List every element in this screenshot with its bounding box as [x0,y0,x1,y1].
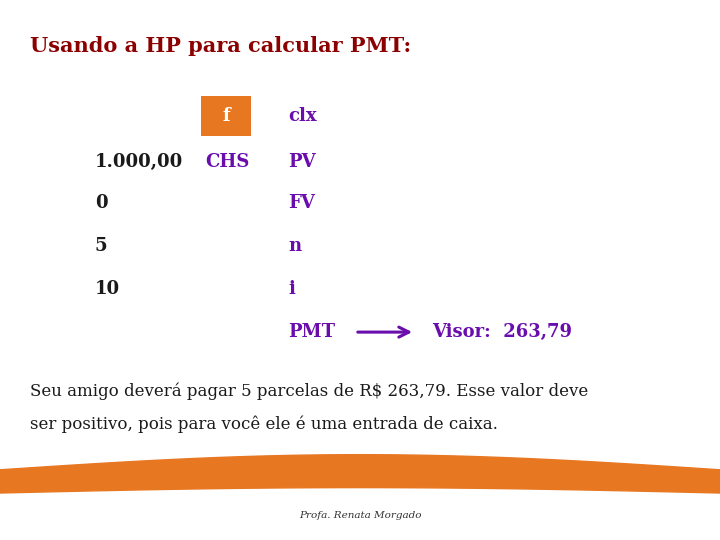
Text: 0: 0 [95,193,107,212]
Text: n: n [288,237,301,255]
Text: Seu amigo deverá pagar 5 parcelas de R$ 263,79. Esse valor deve: Seu amigo deverá pagar 5 parcelas de R$ … [30,383,588,400]
FancyBboxPatch shape [201,96,251,136]
Text: Visor:  263,79: Visor: 263,79 [432,323,572,341]
Text: 5: 5 [95,237,107,255]
Text: f: f [222,107,230,125]
Text: clx: clx [288,107,317,125]
Text: PV: PV [288,153,315,171]
Text: 10: 10 [95,280,120,298]
Text: i: i [288,280,295,298]
Text: 1.000,00: 1.000,00 [95,153,184,171]
Text: CHS: CHS [205,153,249,171]
Text: FV: FV [288,193,315,212]
Text: Profa. Renata Morgado: Profa. Renata Morgado [299,511,421,520]
Text: ser positivo, pois para você ele é uma entrada de caixa.: ser positivo, pois para você ele é uma e… [30,415,498,433]
Text: Usando a HP para calcular PMT:: Usando a HP para calcular PMT: [30,36,411,56]
Text: PMT: PMT [288,323,335,341]
